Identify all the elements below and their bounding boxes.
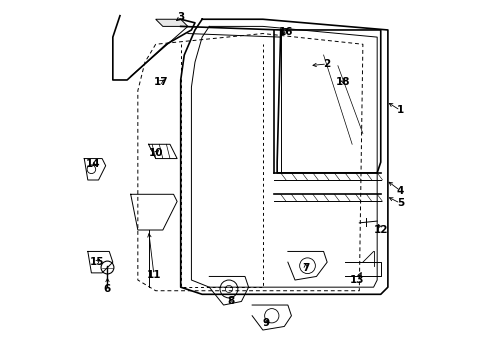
Text: 13: 13 (350, 275, 365, 285)
Text: 14: 14 (86, 159, 100, 169)
Text: 5: 5 (397, 198, 404, 208)
Text: 16: 16 (279, 27, 294, 37)
Text: 2: 2 (323, 59, 331, 69)
Text: 18: 18 (336, 77, 350, 87)
Text: 10: 10 (148, 148, 163, 158)
Polygon shape (156, 19, 188, 26)
Text: 3: 3 (177, 13, 184, 22)
Text: 15: 15 (90, 257, 104, 267)
Text: 6: 6 (104, 284, 111, 294)
Text: 7: 7 (302, 262, 309, 273)
Text: 9: 9 (263, 318, 270, 328)
Text: 8: 8 (227, 296, 234, 306)
Text: 1: 1 (397, 105, 404, 115)
Text: 11: 11 (147, 270, 161, 280)
Text: 4: 4 (397, 186, 404, 196)
Text: 12: 12 (373, 225, 388, 235)
Text: 17: 17 (154, 77, 169, 87)
